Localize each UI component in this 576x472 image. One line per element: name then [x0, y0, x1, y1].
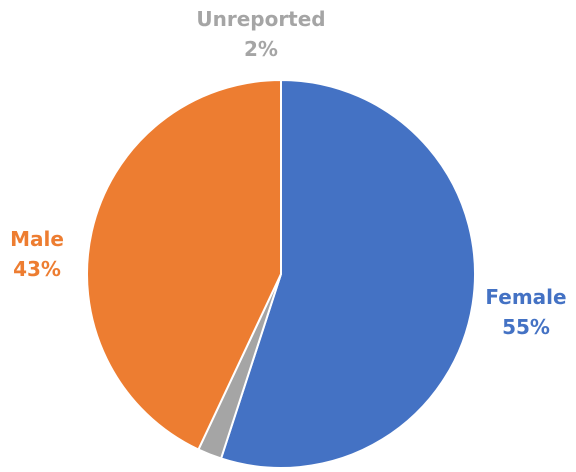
slice-label-female: Female 55% — [478, 282, 574, 342]
slice-label-unreported-name: Unreported — [196, 7, 326, 31]
slice-label-male: Male 43% — [2, 224, 72, 284]
slice-label-female-name: Female — [485, 285, 567, 309]
pie-slice-female — [219, 78, 476, 469]
slice-label-unreported-percent: 2% — [244, 37, 278, 61]
slice-label-male-name: Male — [10, 227, 64, 251]
slice-label-male-percent: 43% — [13, 257, 61, 281]
pie-slice-male — [86, 78, 282, 451]
slice-label-female-percent: 55% — [502, 315, 550, 339]
slice-label-unreported: Unreported 2% — [180, 4, 342, 64]
